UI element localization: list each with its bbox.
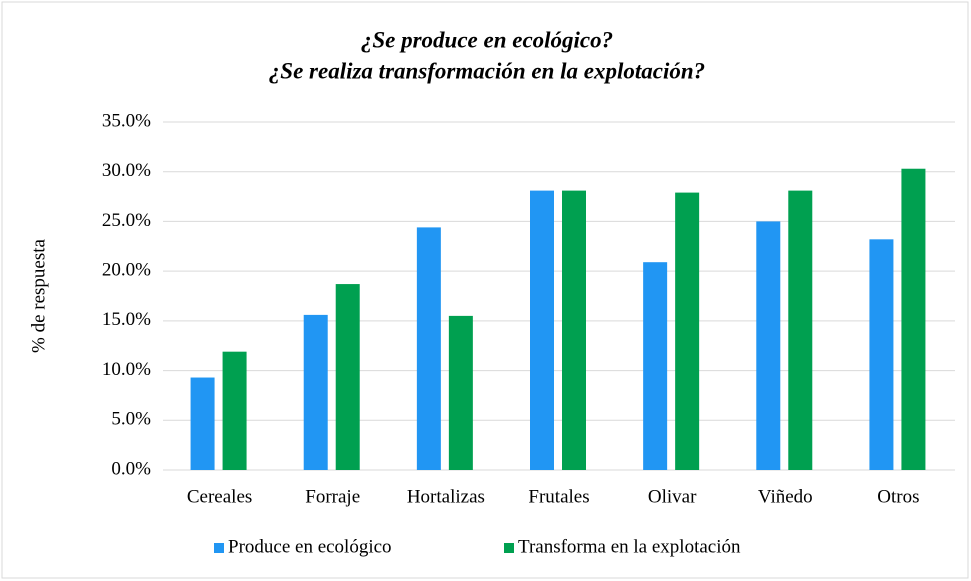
legend-swatch — [504, 543, 514, 553]
x-tick-label: Otros — [877, 486, 919, 507]
y-tick-label: 10.0% — [102, 359, 151, 380]
x-tick-label: Olivar — [648, 486, 697, 507]
x-tick-label: Frutales — [528, 486, 589, 507]
bar — [222, 351, 247, 470]
bar — [303, 314, 328, 470]
chart-title: ¿Se produce en ecológico? — [361, 27, 613, 52]
y-tick-label: 15.0% — [102, 309, 151, 330]
y-tick-label: 20.0% — [102, 260, 151, 281]
bar — [562, 190, 586, 470]
y-tick-label: 35.0% — [102, 110, 151, 131]
y-tick-label: 25.0% — [102, 210, 151, 231]
x-tick-label: Viñedo — [758, 486, 813, 507]
legend-label: Transforma en la explotación — [518, 536, 741, 557]
bar — [901, 168, 926, 470]
bar — [643, 262, 668, 470]
bar — [675, 192, 700, 470]
chart-title: ¿Se realiza transformación en la explota… — [269, 58, 705, 83]
x-tick-label: Cereales — [187, 486, 252, 507]
bar — [190, 377, 215, 470]
x-tick-label: Hortalizas — [407, 486, 485, 507]
bar — [530, 190, 554, 470]
y-tick-label: 0.0% — [111, 458, 151, 479]
bar — [448, 315, 473, 470]
y-tick-label: 5.0% — [111, 409, 151, 430]
bar — [869, 239, 894, 470]
y-axis-label: % de respuesta — [28, 238, 49, 353]
bar — [756, 221, 781, 470]
bar — [335, 284, 360, 470]
bar — [788, 190, 813, 470]
legend-label: Produce en ecológico — [228, 536, 392, 557]
y-tick-label: 30.0% — [102, 160, 151, 181]
bar — [416, 227, 441, 470]
legend-swatch — [214, 543, 224, 553]
x-tick-label: Forraje — [305, 486, 360, 507]
